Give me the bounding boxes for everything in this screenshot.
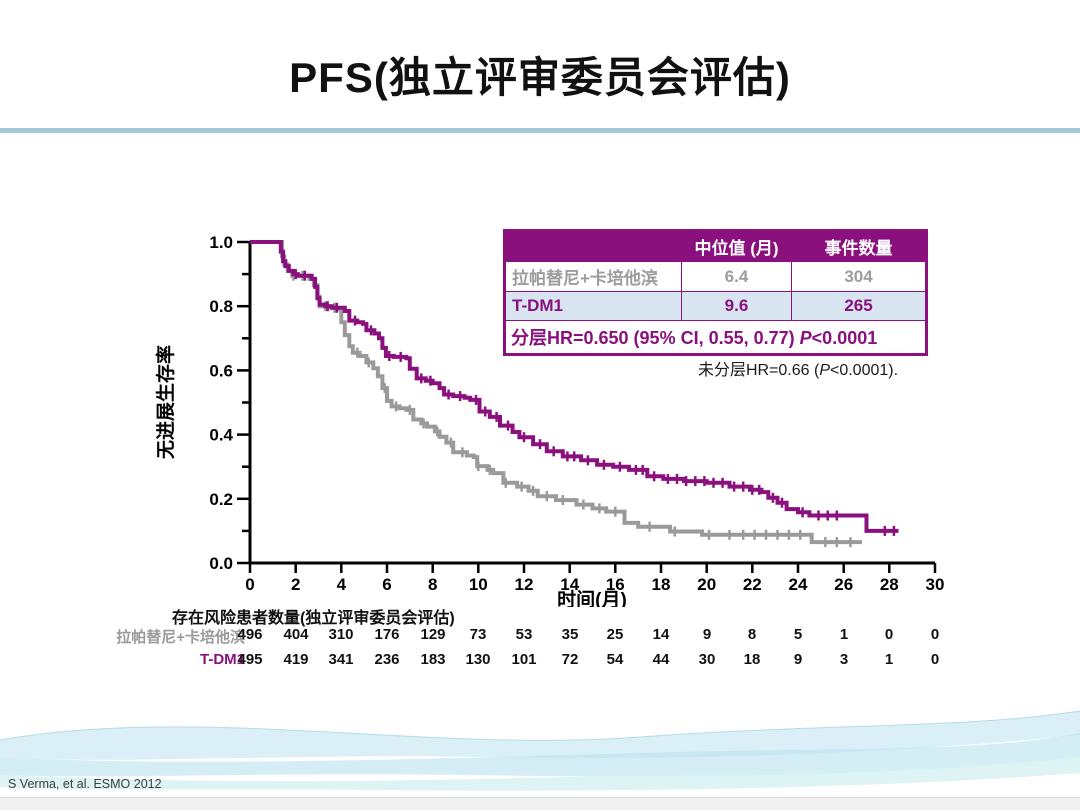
at-risk-count: 72 bbox=[561, 651, 579, 668]
x-tick-label: 14 bbox=[560, 575, 579, 594]
x-tick-label: 2 bbox=[291, 575, 300, 594]
lapatinib-label: 拉帕替尼+卡培他滨 bbox=[504, 261, 682, 292]
at-risk-count: 9 bbox=[702, 626, 712, 643]
km-survival-chart: 0.00.20.40.60.81.00 2 4 6 8 10 12 14 16 18 20 22 24 2… bbox=[154, 233, 945, 607]
x-tick-label: 26 bbox=[834, 575, 853, 594]
lapatinib-events: 304 bbox=[791, 261, 927, 292]
at-risk-count: 0 bbox=[930, 651, 940, 668]
x-axis-label: 时间(月) bbox=[557, 589, 627, 607]
tdm1-label: T-DM1 bbox=[504, 291, 682, 321]
at-risk-count: 5 bbox=[793, 626, 803, 643]
at-risk-count: 25 bbox=[606, 626, 624, 643]
stats-header-median: 中位值 (月) bbox=[681, 230, 792, 262]
at-risk-count: 9 bbox=[793, 651, 803, 668]
at-risk-count: 54 bbox=[606, 651, 624, 668]
x-tick-label: 22 bbox=[743, 575, 762, 594]
y-tick-label: 0.4 bbox=[209, 426, 233, 445]
at-risk-count: 130 bbox=[465, 651, 491, 668]
y-axis-label: 无进展生存率 bbox=[154, 345, 177, 459]
at-risk-count: 0 bbox=[930, 626, 940, 643]
at-risk-row-label-tdm1: T-DM1 bbox=[200, 651, 245, 668]
page-title: PFS(独立评审委员会评估) bbox=[289, 54, 791, 101]
at-risk-count: 236 bbox=[374, 651, 400, 668]
stats-row-tdm1: T-DM1 9.6 265 bbox=[504, 291, 927, 321]
bottom-strip bbox=[0, 797, 1080, 810]
at-risk-count: 3 bbox=[839, 651, 849, 668]
at-risk-row-label-lapatinib: 拉帕替尼+卡培他滨 bbox=[116, 629, 245, 646]
stats-table-header-row: 中位值 (月) 事件数量 bbox=[504, 230, 927, 262]
y-tick-label: 0.6 bbox=[209, 361, 233, 380]
at-risk-count: 1 bbox=[839, 626, 849, 643]
at-risk-count: 73 bbox=[469, 626, 487, 643]
stats-header-events: 事件数量 bbox=[791, 230, 927, 262]
x-tick-label: 0 bbox=[245, 575, 254, 594]
at-risk-count: 8 bbox=[747, 626, 757, 643]
source-credit: S Verma, et al. ESMO 2012 bbox=[8, 777, 162, 791]
x-tick-label: 28 bbox=[880, 575, 899, 594]
at-risk-count: 0 bbox=[884, 626, 894, 643]
stats-table: 中位值 (月) 事件数量 拉帕替尼+卡培他滨 6.4 304 T-DM1 9.6… bbox=[503, 229, 928, 356]
at-risk-count: 341 bbox=[328, 651, 354, 668]
at-risk-count: 18 bbox=[743, 651, 761, 668]
at-risk-count: 53 bbox=[515, 626, 533, 643]
stats-header-blank bbox=[504, 230, 682, 262]
at-risk-count: 404 bbox=[283, 626, 309, 643]
x-tick-label: 10 bbox=[469, 575, 488, 594]
x-tick-label: 4 bbox=[337, 575, 347, 594]
x-tick-label: 8 bbox=[428, 575, 437, 594]
at-risk-count: 1 bbox=[884, 651, 894, 668]
at-risk-count: 310 bbox=[328, 626, 354, 643]
at-risk-count: 35 bbox=[561, 626, 579, 643]
at-risk-count: 496 bbox=[237, 626, 263, 643]
x-tick-label: 16 bbox=[606, 575, 625, 594]
unstratified-hr-text: 未分层HR=0.66 (P<0.0001). bbox=[697, 362, 899, 379]
tdm1-median: 9.6 bbox=[681, 291, 792, 321]
at-risk-count: 495 bbox=[237, 651, 263, 668]
x-tick-label: 6 bbox=[382, 575, 391, 594]
stats-hr-row: 分层HR=0.650 (95% CI, 0.55, 0.77) P<0.0001 bbox=[504, 320, 927, 355]
at-risk-count: 101 bbox=[511, 651, 537, 668]
x-tick-label: 20 bbox=[697, 575, 716, 594]
at-risk-count: 176 bbox=[374, 626, 400, 643]
at-risk-count: 30 bbox=[698, 651, 716, 668]
lapatinib-median: 6.4 bbox=[681, 261, 792, 292]
x-tick-label: 12 bbox=[515, 575, 534, 594]
tdm1-events: 265 bbox=[791, 291, 927, 321]
y-tick-label: 0.0 bbox=[209, 554, 233, 573]
at-risk-count: 129 bbox=[420, 626, 446, 643]
title-separator-line bbox=[0, 128, 1080, 133]
at-risk-count: 14 bbox=[652, 626, 670, 643]
y-tick-label: 0.2 bbox=[209, 490, 233, 509]
y-tick-label: 1.0 bbox=[209, 233, 233, 252]
at-risk-title: 存在风险患者数量(独立评审委员会评估) bbox=[172, 610, 455, 627]
at-risk-count: 44 bbox=[652, 651, 670, 668]
at-risk-count: 183 bbox=[420, 651, 446, 668]
x-tick-label: 30 bbox=[926, 575, 945, 594]
at-risk-count: 419 bbox=[283, 651, 309, 668]
km-curve-t-dm1 bbox=[250, 240, 899, 533]
y-tick-label: 0.8 bbox=[209, 297, 233, 316]
x-tick-label: 24 bbox=[789, 575, 808, 594]
stats-row-lapatinib: 拉帕替尼+卡培他滨 6.4 304 bbox=[504, 261, 927, 292]
stratified-hr-text: 分层HR=0.650 (95% CI, 0.55, 0.77) P<0.0001 bbox=[504, 320, 927, 355]
decorative-wave-graphic bbox=[0, 710, 1080, 791]
x-tick-label: 18 bbox=[652, 575, 671, 594]
